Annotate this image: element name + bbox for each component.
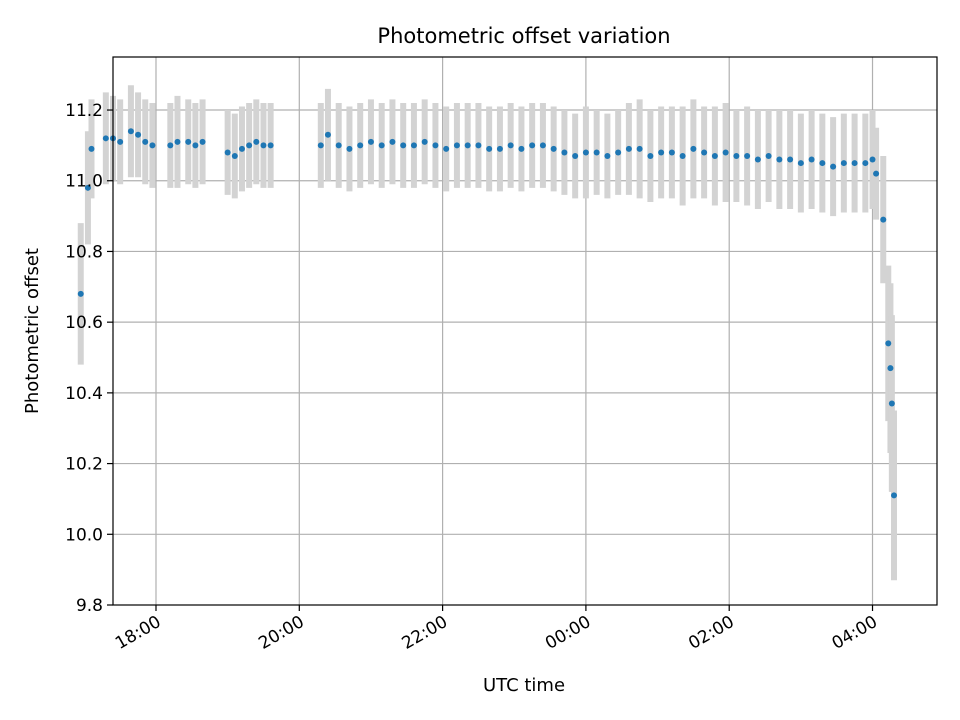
- data-point: [400, 142, 407, 149]
- data-point: [539, 142, 546, 149]
- data-point: [668, 149, 675, 156]
- data-point: [167, 142, 174, 149]
- data-point: [432, 142, 439, 149]
- data-point: [888, 400, 895, 407]
- data-point: [253, 138, 260, 145]
- y-tick-label: 9.8: [76, 596, 103, 616]
- data-point: [117, 138, 124, 145]
- data-point: [722, 149, 729, 156]
- y-tick-label: 10.8: [65, 242, 103, 262]
- data-point: [77, 290, 84, 297]
- data-point: [593, 149, 600, 156]
- data-point: [862, 160, 869, 167]
- y-tick-label: 11.0: [65, 172, 103, 192]
- chart-title: Photometric offset variation: [377, 24, 670, 48]
- y-axis-title: Photometric offset: [22, 248, 43, 414]
- data-point: [378, 142, 385, 149]
- data-point: [797, 160, 804, 167]
- data-point: [246, 142, 253, 149]
- data-point: [647, 152, 654, 159]
- data-point: [887, 365, 894, 372]
- data-point: [808, 156, 815, 163]
- data-point: [135, 131, 142, 138]
- x-axis-title: UTC time: [483, 675, 565, 696]
- data-point: [389, 138, 396, 145]
- grid: [113, 57, 937, 605]
- data-point: [744, 152, 751, 159]
- data-point: [851, 160, 858, 167]
- y-tick-label: 10.6: [65, 313, 103, 333]
- data-point: [765, 152, 772, 159]
- data-point: [453, 142, 460, 149]
- data-point: [185, 138, 192, 145]
- data-point: [192, 142, 199, 149]
- data-point: [102, 135, 109, 142]
- data-point: [260, 142, 267, 149]
- data-point: [561, 149, 568, 156]
- data-point: [267, 142, 274, 149]
- data-point: [582, 149, 589, 156]
- data-point: [819, 160, 826, 167]
- data-point: [518, 145, 525, 152]
- data-point: [550, 145, 557, 152]
- data-point: [690, 145, 697, 152]
- data-point: [149, 142, 156, 149]
- data-point: [475, 142, 482, 149]
- data-point: [142, 138, 149, 145]
- data-point: [199, 138, 206, 145]
- data-point: [335, 142, 342, 149]
- data-point: [507, 142, 514, 149]
- data-point: [486, 145, 493, 152]
- data-point: [658, 149, 665, 156]
- y-axis-ticks: 9.8 10.0 10.2 10.4 10.6 10.8 11.0 11.2: [65, 101, 113, 616]
- y-tick-label: 10.2: [65, 455, 103, 475]
- data-point: [636, 145, 643, 152]
- data-point: [496, 145, 503, 152]
- y-tick-label: 10.0: [65, 525, 103, 545]
- y-tick-label: 10.4: [65, 384, 103, 404]
- data-point: [873, 170, 880, 177]
- data-point: [529, 142, 536, 149]
- data-points: [77, 128, 898, 499]
- data-point: [787, 156, 794, 163]
- data-point: [840, 160, 847, 167]
- data-point: [679, 152, 686, 159]
- data-point: [869, 156, 876, 163]
- data-point: [174, 138, 181, 145]
- data-point: [754, 156, 761, 163]
- data-point: [317, 142, 324, 149]
- data-point: [776, 156, 783, 163]
- data-point: [701, 149, 708, 156]
- data-point: [625, 145, 632, 152]
- data-point: [127, 128, 134, 135]
- data-point: [231, 152, 238, 159]
- data-point: [443, 145, 450, 152]
- data-point: [572, 152, 579, 159]
- data-point: [464, 142, 471, 149]
- data-point: [324, 131, 331, 138]
- data-point: [885, 340, 892, 347]
- data-point: [615, 149, 622, 156]
- data-point: [830, 163, 837, 170]
- data-point: [421, 138, 428, 145]
- data-point: [357, 142, 364, 149]
- data-point: [224, 149, 231, 156]
- data-point: [238, 145, 245, 152]
- data-point: [367, 138, 374, 145]
- data-point: [84, 184, 91, 191]
- y-tick-label: 11.2: [65, 101, 103, 121]
- plot-frame: [112, 56, 938, 606]
- data-point: [88, 145, 95, 152]
- data-point: [410, 142, 417, 149]
- data-point: [711, 152, 718, 159]
- data-point: [880, 216, 887, 223]
- data-point: [346, 145, 353, 152]
- data-point: [891, 492, 898, 499]
- data-point: [604, 152, 611, 159]
- data-point: [733, 152, 740, 159]
